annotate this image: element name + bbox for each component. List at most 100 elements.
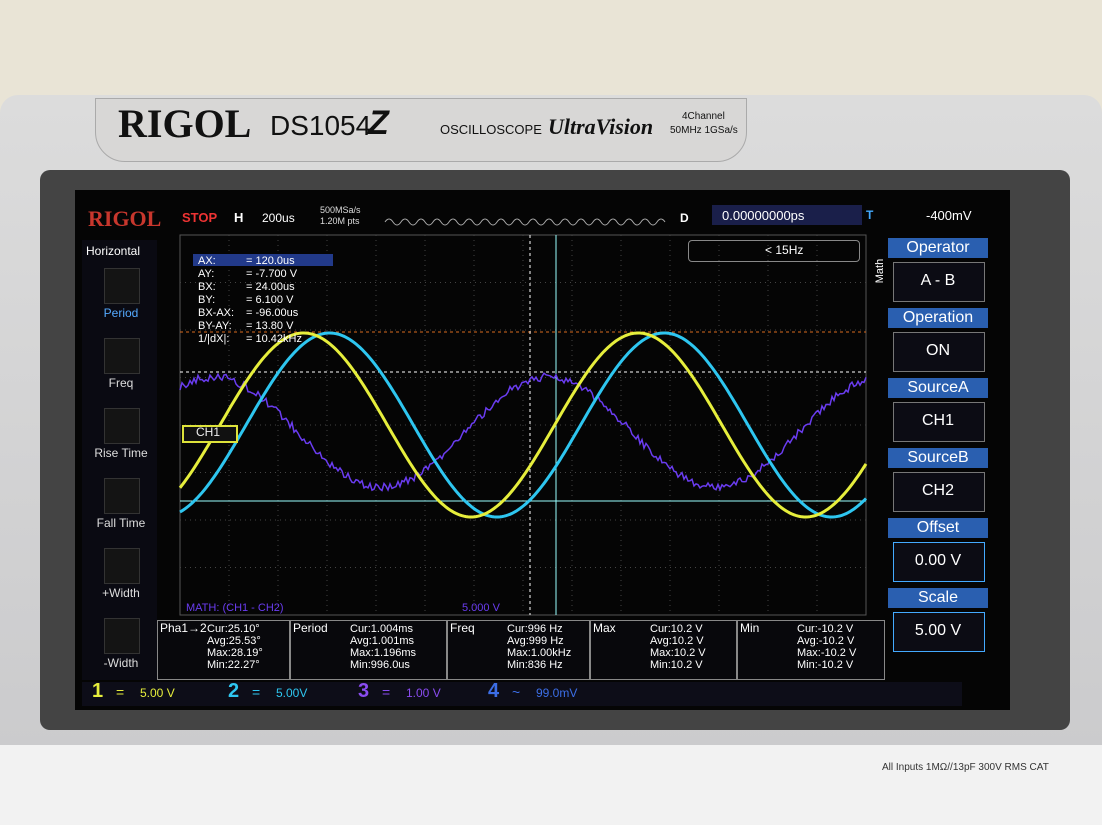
model: DS1054 [270,110,371,142]
menu-icon[interactable] [104,268,140,304]
channel-scale: 5.00 V [140,686,175,700]
measurement-value: Avg:10.2 V [650,635,704,647]
channel-scale: 5.00V [276,686,307,700]
channel-coupling: ~ [512,684,520,700]
cursor-value: = 120.0us [246,255,295,267]
measurement-value: Max:-10.2 V [797,647,856,659]
measurement-value: Min:836 Hz [507,659,563,671]
channel-number[interactable]: 3 [358,680,369,703]
menu-icon[interactable] [104,618,140,654]
menu-item[interactable]: -Width [86,656,156,670]
trigger-label: T [866,208,873,222]
menu-value[interactable]: 5.00 V [893,622,983,640]
channel-scale: 99.0mV [536,686,577,700]
measurement-value: Avg:25.53° [207,635,261,647]
cursor-value: = 10.42kHz [246,333,302,345]
menu-label: Scale [888,589,988,607]
measurement-value: Max:10.2 V [650,647,706,659]
channel-number[interactable]: 2 [228,680,239,703]
measurement-value: Max:28.19° [207,647,263,659]
channel-scale: 1.00 V [406,686,441,700]
cursor-name: BX-AX: [198,307,234,319]
measurement-name: Max [593,621,616,635]
menu-item[interactable]: +Width [86,586,156,600]
measurement-name: Pha1→2 [160,621,207,635]
menu-value[interactable]: A - B [893,272,983,290]
channel-bar [82,682,962,706]
menu-icon[interactable] [104,548,140,584]
menu-item[interactable]: Freq [86,376,156,390]
menu-label: SourceA [888,379,988,397]
cursor-value: = 24.00us [246,281,295,293]
delay: 0.00000000ps [722,208,804,223]
channel-number[interactable]: 1 [92,680,103,703]
cursor-name: 1/|dX|: [198,333,229,345]
channel-coupling: = [382,684,390,700]
cursor-value: = 13.80 V [246,320,293,332]
cursor-value: = -96.00us [246,307,298,319]
channel-number[interactable]: 4 [488,680,499,703]
menu-label: Operation [888,309,988,327]
memory-strip [385,219,665,225]
delay-label: D [680,211,689,225]
measurement-value: Max:1.196ms [350,647,416,659]
measurement-value: Min:-10.2 V [797,659,853,671]
menu-icon[interactable] [104,478,140,514]
memory-depth: 1.20M pts [320,216,360,226]
math-scale: 5.000 V [462,602,500,614]
run-state: STOP [182,210,217,225]
cursor-name: AX: [198,255,216,267]
menu-label: Operator [888,239,988,257]
menu-item[interactable]: Rise Time [86,446,156,460]
measurement-value: Cur:-10.2 V [797,623,853,635]
math-label: MATH: (CH1 - CH2) [186,602,284,614]
sample-rate: 500MSa/s [320,205,361,215]
measurement-name: Period [293,621,328,635]
menu-icon[interactable] [104,338,140,374]
measurement-value: Avg:999 Hz [507,635,564,647]
menu-value[interactable]: CH2 [893,482,983,500]
cursor-name: BX: [198,281,216,293]
cursor-name: BY-AY: [198,320,232,332]
measurement-value: Avg:-10.2 V [797,635,854,647]
specs: 50MHz 1GSa/s [670,125,738,136]
series-logo: UltraVision [548,114,653,140]
measurement-value: Avg:1.001ms [350,635,414,647]
measurement-name: Min [740,621,759,635]
measurement-value: Min:10.2 V [650,659,703,671]
cursor-name: AY: [198,268,214,280]
measurement-value: Min:996.0us [350,659,410,671]
menu-value[interactable]: 0.00 V [893,552,983,570]
trigger-info: < 15Hz [765,243,803,257]
cursor-name: BY: [198,294,215,306]
horizontal-mode: H [234,210,243,225]
measurement-value: Cur:1.004ms [350,623,413,635]
screen-brand: RIGOL [88,206,161,232]
measurement-value: Max:1.00kHz [507,647,571,659]
measurement-value: Cur:10.2 V [650,623,703,635]
menu-item[interactable]: Period [86,306,156,320]
photo: RIGOL DS1054 Z OSCILLOSCOPE UltraVision 4Chan… [0,0,1102,825]
measurement-value: Min:22.27° [207,659,260,671]
product-type: OSCILLOSCOPE [440,122,542,137]
menu-side-label: Math [874,259,886,283]
ch1-marker: CH1 [196,425,220,439]
menu-label: SourceB [888,449,988,467]
model-mark: Z [368,104,389,143]
menu-title: Horizontal [86,244,140,258]
trigger-level: -400mV [926,208,972,223]
menu-item[interactable]: Fall Time [86,516,156,530]
menu-icon[interactable] [104,408,140,444]
menu-label: Offset [888,519,988,537]
channel-coupling: = [252,684,260,700]
input-rating: All Inputs 1MΩ//13pF 300V RMS CAT [882,762,1049,773]
measurement-value: Cur:996 Hz [507,623,563,635]
channel-count: 4Channel [682,111,725,122]
channel-coupling: = [116,684,124,700]
measurement-value: Cur:25.10° [207,623,260,635]
measurement-name: Freq [450,621,475,635]
cursor-value: = -7.700 V [246,268,297,280]
menu-value[interactable]: ON [893,342,983,360]
cursor-value: = 6.100 V [246,294,293,306]
menu-value[interactable]: CH1 [893,412,983,430]
